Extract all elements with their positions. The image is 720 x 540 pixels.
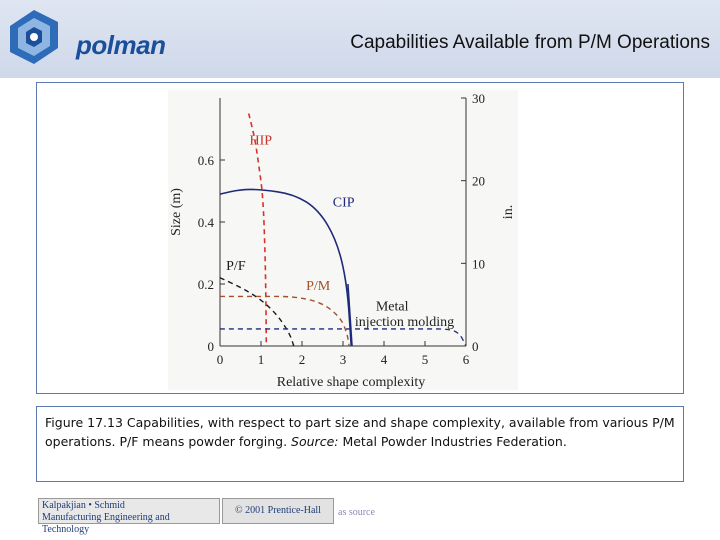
y2-tick-label-10: 10 xyxy=(472,256,485,271)
label-hip: HIP xyxy=(250,134,273,149)
caption-text: Figure 17.13 Capabilities, with respect … xyxy=(45,415,675,449)
caption-box: Figure 17.13 Capabilities, with respect … xyxy=(36,406,684,482)
footer-note: as source xyxy=(338,507,375,518)
y-tick-label-0.2: 0.2 xyxy=(198,277,214,292)
logo-text: polman xyxy=(76,30,166,60)
caption-source-label: Source: xyxy=(291,434,339,449)
series-line-cip-drop xyxy=(347,283,353,347)
x-tick-label-2: 2 xyxy=(299,352,306,367)
y2-tick-label-20: 20 xyxy=(472,174,485,189)
x-tick-label-0: 0 xyxy=(217,352,224,367)
label-pm: P/M xyxy=(306,279,331,294)
label-mim-line2: injection molding xyxy=(355,315,454,330)
label-cip: CIP xyxy=(333,196,355,211)
x-tick-label-4: 4 xyxy=(381,352,388,367)
caption-source: Metal Powder Industries Federation. xyxy=(338,434,567,449)
series-line-metal-injection-molding xyxy=(220,328,467,347)
chart-background xyxy=(168,90,518,390)
series-line-cip xyxy=(219,188,352,347)
series-line-p-f xyxy=(219,277,295,347)
x-axis-label: Relative shape complexity xyxy=(277,375,426,390)
book-authors: Kalpakjian • Schmid xyxy=(42,500,125,511)
y-axis-label: Size (m) xyxy=(169,188,184,236)
x-tick-label-1: 1 xyxy=(258,352,265,367)
x-tick-label-5: 5 xyxy=(422,352,429,367)
y2-tick-label-30: 30 xyxy=(472,91,485,106)
y2-axis-label: in. xyxy=(501,205,516,219)
chart-series xyxy=(219,113,467,347)
book-title: Manufacturing Engineering and Technology xyxy=(42,512,170,535)
series-line-p-m xyxy=(220,295,350,347)
book-credit: Kalpakjian • Schmid Manufacturing Engine… xyxy=(38,498,220,535)
label-pf: P/F xyxy=(226,259,246,274)
page-title: Capabilities Available from P/M Operatio… xyxy=(350,32,710,53)
copyright-box: © 2001 Prentice-Hall xyxy=(222,498,334,524)
y-tick-label-0.4: 0.4 xyxy=(198,215,215,230)
x-tick-label-6: 6 xyxy=(463,352,470,367)
y-tick-label-0: 0 xyxy=(208,339,215,354)
y2-tick-label-0: 0 xyxy=(472,339,479,354)
polman-logo-icon xyxy=(10,10,58,64)
figure-caption: Figure 17.13 Capabilities, with respect … xyxy=(45,413,675,451)
y-tick-label-0.6: 0.6 xyxy=(198,153,215,168)
header-bar: polman Capabilities Available from P/M O… xyxy=(0,0,720,78)
label-mim-line1: Metal xyxy=(376,299,409,314)
x-tick-label-3: 3 xyxy=(340,352,347,367)
